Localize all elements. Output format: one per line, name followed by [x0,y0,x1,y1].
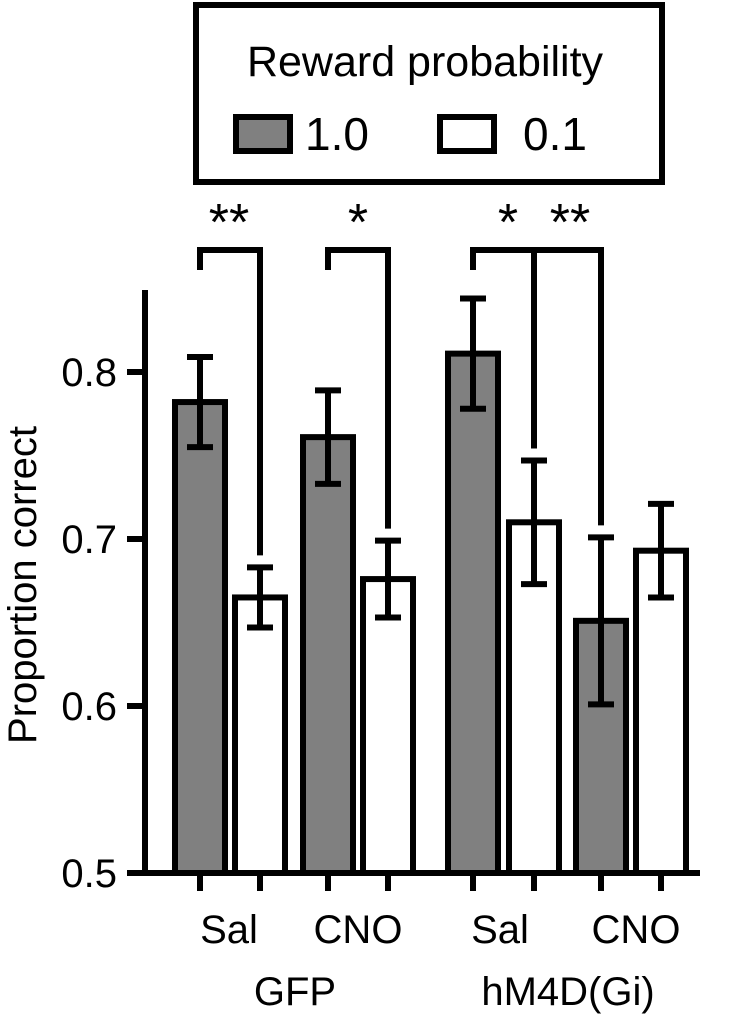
legend-swatch-0-1 [437,114,497,154]
significance-label: * [348,194,368,252]
significance-label: ** [209,194,249,252]
legend: Reward probability 1.0 0.1 [193,2,665,185]
group-label-hm4d: hM4D(Gi) [481,970,654,1014]
significance-bracket [197,247,263,556]
error-bar [187,353,213,451]
bar-hm4dgi-cno-0-1 [633,547,689,876]
error-bar [315,387,341,487]
significance-bracket [325,247,391,529]
error-bar [648,500,674,601]
error-bar [375,537,401,621]
legend-swatch-1-0 [233,114,293,154]
legend-box [193,2,665,185]
legend-title: Reward probability [247,38,604,86]
y-tick-label: 0.5 [61,852,117,896]
x-tick-label-gfp-cno: CNO [314,908,403,952]
error-bar [588,534,614,708]
bar-gfp-cno-0-1 [360,576,416,877]
x-tick-label-hm4d-sal: Sal [471,908,529,952]
bar-gfp-cno-1-0 [300,434,356,876]
y-tick-label: 0.6 [61,685,117,729]
error-bar [247,564,273,631]
error-bar [521,457,547,588]
y-tick-label: 0.8 [61,351,117,395]
legend-label-1-0: 1.0 [305,108,369,160]
significance-label: ** [550,194,590,252]
y-axis-label: Proportion correct [1,426,45,744]
bar-gfp-sal-1-0 [172,399,228,876]
x-tick-label-hm4d-cno: CNO [592,908,681,952]
y-tick-label: 0.7 [61,518,117,562]
error-bar [460,295,486,412]
bar-hm4dgi-sal-0-1 [506,519,562,876]
significance-label: * [498,194,518,252]
group-label-gfp: GFP [254,970,336,1014]
y-axis: Proportion correct 0.5 0.6 0.7 0.8 [1,290,148,896]
bar-gfp-sal-0-1 [232,594,288,876]
x-tick-label-gfp-sal: Sal [200,908,258,952]
legend-label-0-1: 0.1 [523,108,587,160]
bar-hm4dgi-sal-1-0 [445,350,501,876]
significance-bracket [470,247,604,526]
x-axis: Sal CNO Sal CNO GFP hM4D(Gi) [142,870,700,1014]
